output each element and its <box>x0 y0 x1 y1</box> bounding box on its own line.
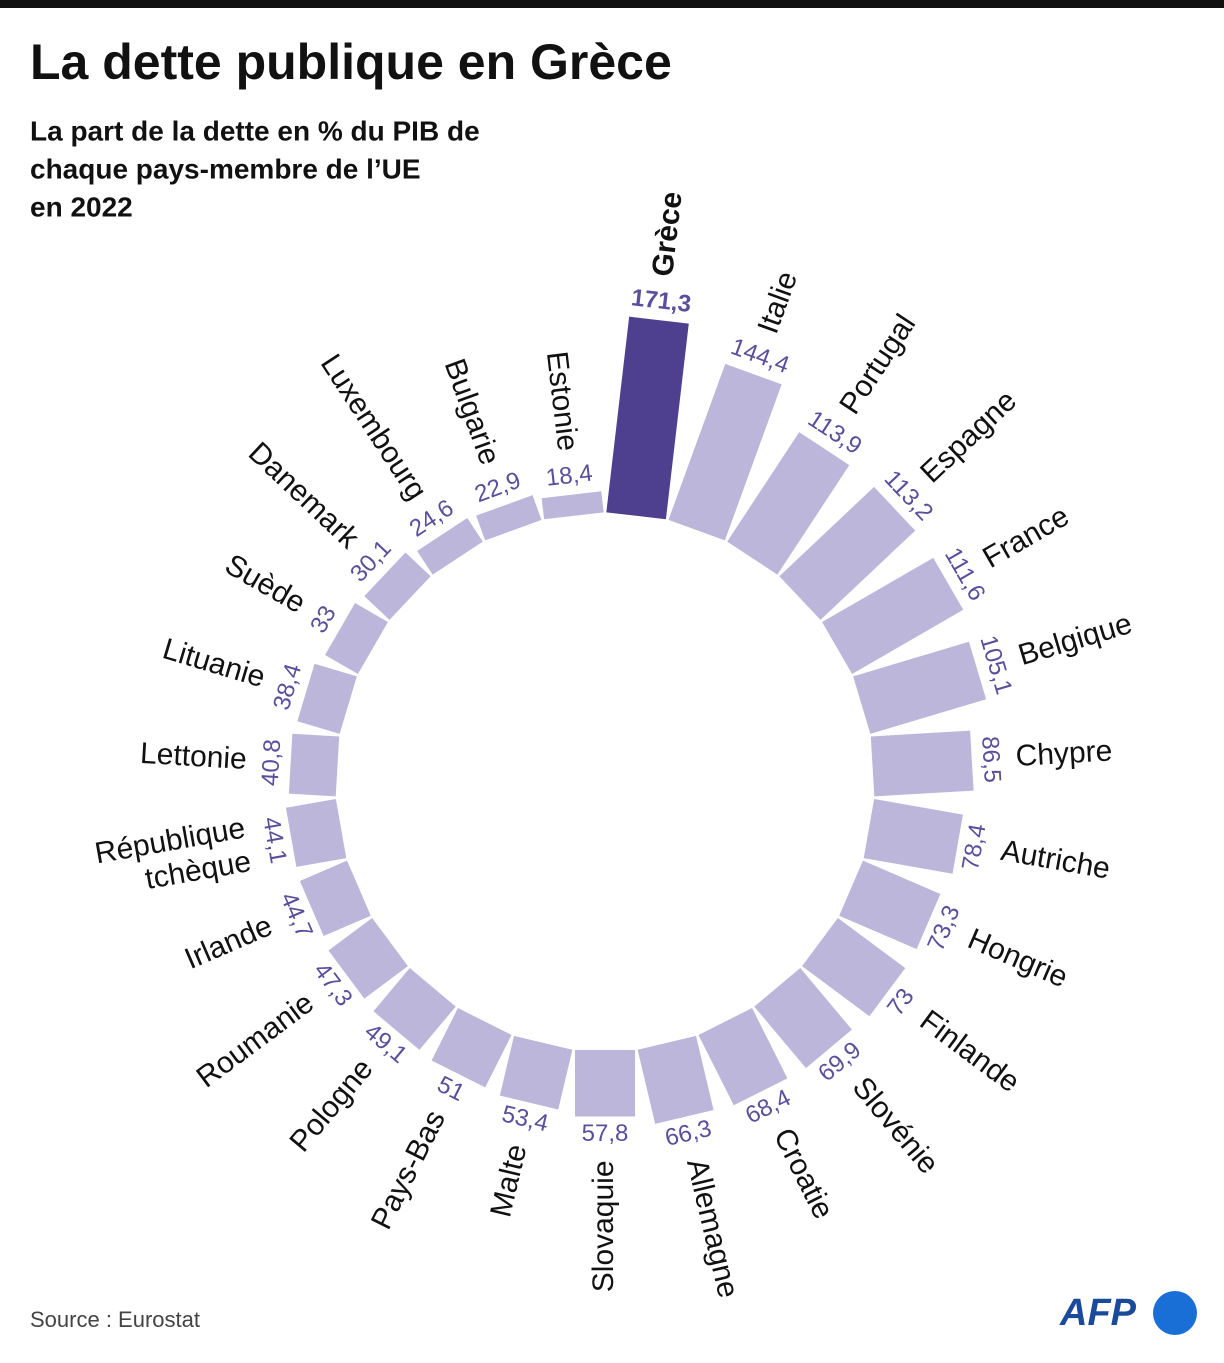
logo-dot <box>1153 1291 1197 1335</box>
value-label: 57,8 <box>582 1120 629 1147</box>
value-label: 38,4 <box>268 661 307 713</box>
category-label: Belgique <box>1014 607 1135 672</box>
category-label: Pologne <box>284 1053 380 1159</box>
bar <box>476 495 542 541</box>
bar <box>606 316 689 520</box>
category-label: Estonie <box>540 350 584 453</box>
category-label: Bulgarie <box>438 354 507 469</box>
bar <box>727 432 850 575</box>
value-label: 53,4 <box>499 1100 551 1137</box>
category-label: Danemark <box>242 436 366 556</box>
value-label: 44,1 <box>257 815 292 866</box>
value-label: 18,4 <box>544 460 594 492</box>
bar <box>328 917 408 999</box>
bar <box>839 860 941 950</box>
bar <box>802 917 906 1017</box>
category-label: Finlande <box>914 1004 1026 1099</box>
bar <box>822 557 964 674</box>
bar <box>637 1035 714 1124</box>
bar <box>668 363 782 541</box>
bar <box>754 968 852 1069</box>
top-rule <box>0 0 1224 8</box>
subtitle: en 2022 <box>30 191 133 222</box>
bar <box>779 486 916 620</box>
chart-title: La dette publique en Grèce <box>30 34 672 90</box>
category-label: Roumanie <box>191 986 320 1094</box>
category-label: Espagne <box>914 384 1023 489</box>
category-label: Hongrie <box>963 922 1073 994</box>
category-label: Croatie <box>767 1123 840 1224</box>
bar <box>499 1035 573 1110</box>
source: Source : Eurostat <box>30 1307 200 1332</box>
bar <box>373 968 456 1050</box>
subtitle: La part de la dette en % du PIB de <box>30 115 480 146</box>
category-label: Italie <box>752 267 805 338</box>
category-label: Slovénie <box>846 1071 945 1180</box>
category-label: Lettonie <box>139 737 248 776</box>
bar <box>541 491 604 520</box>
category-label: Malte <box>484 1141 533 1220</box>
bar <box>853 641 987 734</box>
value-label: 40,8 <box>257 738 287 786</box>
category-label: Pays-Bas <box>365 1105 452 1235</box>
bar <box>285 798 347 867</box>
bar <box>698 1008 788 1106</box>
bar <box>325 603 388 674</box>
category-label: Portugal <box>833 309 922 420</box>
category-label: Suède <box>219 548 311 620</box>
bar <box>288 733 340 797</box>
category-label: Autriche <box>998 834 1112 886</box>
category-label: Grèce <box>646 190 689 278</box>
value-label: 78,4 <box>957 822 992 873</box>
bar <box>364 552 431 620</box>
category-label: Luxembourg <box>314 348 433 505</box>
bar <box>297 663 357 734</box>
category-label: Lituanie <box>159 632 269 694</box>
value-label: 86,5 <box>976 735 1006 783</box>
category-label: Irlande <box>180 909 277 976</box>
category-label: Slovaquie <box>587 1160 620 1292</box>
subtitle: chaque pays-membre de l’UE <box>30 153 421 184</box>
bar <box>417 517 483 575</box>
category-label: Allemagne <box>680 1156 745 1302</box>
bar <box>863 798 963 874</box>
logo: AFP <box>1059 1292 1137 1334</box>
category-label: France <box>977 499 1074 574</box>
value-label: 171,3 <box>630 284 693 318</box>
bar <box>870 730 974 797</box>
bar <box>431 1008 512 1088</box>
category-label: Républiquetchèque <box>92 811 253 903</box>
value-label: 66,3 <box>662 1115 714 1152</box>
bar <box>299 860 371 937</box>
category-label: Chypre <box>1015 734 1113 773</box>
value-label: 33 <box>305 601 342 638</box>
bar <box>575 1050 635 1117</box>
